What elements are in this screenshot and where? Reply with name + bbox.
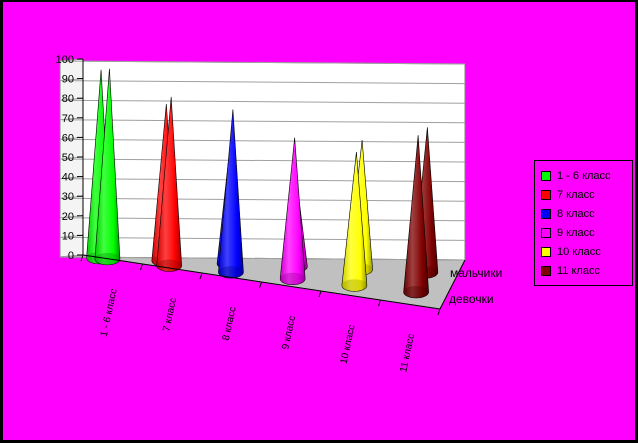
cone-body [403, 135, 429, 299]
legend-label: 9 класс [557, 227, 595, 239]
cone-base [280, 272, 306, 285]
chart-area: 0 10 20 30 40 50 60 70 80 90 100 1 - 6 класс 7 клас… [3, 2, 635, 440]
cone-body [156, 96, 182, 272]
y-tick-label: 0 [68, 250, 74, 262]
gridline [59, 215, 466, 222]
legend: 1 - 6 класс 7 класс 8 класс 9 класс 10 класс… [534, 160, 633, 286]
cone-base [218, 266, 244, 279]
legend-label: 11 класс [557, 265, 600, 277]
category-label: 1 - 6 класс [99, 288, 120, 338]
legend-label: 1 - 6 класс [557, 170, 611, 182]
y-tick-label: 40 [62, 172, 74, 184]
depth-axis: мальчики девочки [439, 259, 502, 310]
gridline [59, 176, 466, 183]
y-tick-label: 50 [62, 152, 74, 164]
legend-label: 7 класс [557, 189, 595, 201]
x-tick-mark [80, 254, 84, 262]
gridline [59, 234, 466, 241]
legend-swatch [541, 266, 551, 276]
cones [86, 68, 439, 299]
y-tick-label: 100 [56, 54, 74, 66]
x-tick-mark [437, 308, 441, 316]
legend-item: 7 класс [541, 188, 595, 202]
legend-label: 10 класс [557, 246, 601, 258]
cone-body [94, 68, 121, 266]
y-tick-label: 90 [62, 74, 74, 86]
y-tick-label: 30 [62, 191, 74, 203]
legend-swatch [541, 209, 551, 219]
legend-swatch [541, 228, 551, 238]
gridlines [59, 58, 466, 261]
x-tick-mark [199, 272, 203, 280]
legend-item: 1 - 6 класс [541, 169, 611, 183]
y-tick-label: 70 [62, 113, 74, 125]
category-label: 10 класс [339, 324, 358, 365]
cone-chart: 0 10 20 30 40 50 60 70 80 90 100 1 - 6 класс 7 клас… [56, 54, 503, 373]
cone [279, 137, 306, 286]
gridline [59, 195, 466, 202]
cone-body [341, 152, 368, 292]
category-label: 8 класс [221, 306, 239, 342]
gridline [59, 136, 466, 143]
legend-item: 8 класс [541, 207, 595, 221]
cone [341, 152, 368, 292]
x-tick-mark [378, 299, 381, 307]
x-tick-mark [259, 281, 262, 289]
y-tick-label: 10 [62, 230, 74, 242]
y-tick-label: 80 [62, 93, 74, 105]
x-tick-mark [318, 290, 322, 298]
legend-item: 10 класс [541, 245, 601, 259]
legend-swatch [541, 247, 551, 257]
gridline [59, 58, 466, 65]
x-tick-mark [140, 263, 143, 271]
cone-base [341, 279, 367, 292]
legend-item: 9 класс [541, 226, 595, 240]
gridline [59, 117, 466, 124]
legend-swatch [541, 190, 551, 200]
gridline [59, 156, 466, 163]
depth-series-label: девочки [449, 292, 494, 306]
cone [403, 135, 429, 299]
category-label: 7 класс [161, 297, 179, 333]
cone-body [279, 137, 306, 286]
legend-item: 11 класс [541, 264, 600, 278]
gridline [59, 97, 466, 104]
cone-base [403, 285, 429, 298]
category-label: 11 класс [398, 333, 417, 373]
gridline [59, 254, 466, 261]
y-tick-label: 20 [62, 211, 74, 223]
legend-label: 8 класс [557, 208, 595, 220]
category-label: 9 класс [280, 315, 298, 351]
y-tick-label: 60 [62, 132, 74, 144]
depth-series-label: мальчики [450, 266, 502, 280]
depth-axis-line [439, 259, 466, 310]
y-axis: 0 10 20 30 40 50 60 70 80 90 100 [56, 54, 84, 262]
chart-walls [59, 58, 466, 310]
gridline [59, 78, 466, 85]
legend-swatch [541, 171, 551, 181]
